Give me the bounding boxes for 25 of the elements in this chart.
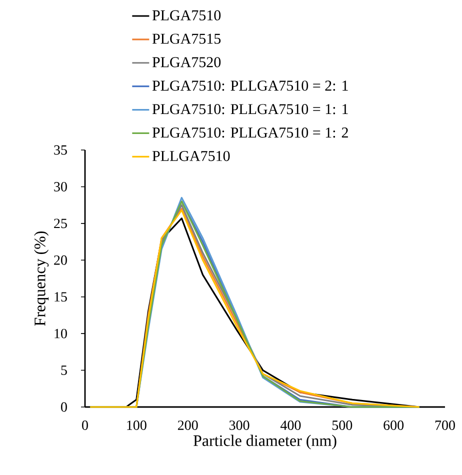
y-tick-label: 10 xyxy=(54,328,67,338)
y-axis-title: Frequency (%) xyxy=(34,231,49,326)
legend-label: PLGA7510 xyxy=(152,10,221,20)
y-tick-label: 35 xyxy=(54,145,67,155)
legend-label: PLGA7510: PLLGA7510 = 1: 1 xyxy=(152,104,348,114)
legend-label: PLGA7520 xyxy=(152,57,221,68)
x-tick-label: 600 xyxy=(384,420,404,430)
x-axis-title: Particle diameter (nm) xyxy=(194,434,336,450)
x-tick-label: 700 xyxy=(435,420,455,430)
y-tick-label: 30 xyxy=(54,182,67,192)
x-tick-label: 500 xyxy=(332,420,352,430)
y-tick-label: 25 xyxy=(54,218,67,228)
legend-label: PLGA7510: PLLGA7510 = 1: 2 xyxy=(152,128,348,138)
x-tick-label: 200 xyxy=(178,420,198,430)
x-tick-label: 300 xyxy=(229,420,250,430)
x-tick-label: 100 xyxy=(127,420,146,430)
y-tick-label: 0 xyxy=(61,402,67,412)
x-tick-label: 0 xyxy=(82,420,88,430)
legend-label: PLLGA7510 xyxy=(152,150,230,162)
y-tick-label: 20 xyxy=(54,255,67,265)
x-tick-label: 400 xyxy=(280,420,301,430)
y-tick-label: 15 xyxy=(54,292,67,302)
y-tick-label: 5 xyxy=(61,366,67,375)
legend-label: PLGA7515 xyxy=(152,34,221,44)
legend-label: PLGA7510: PLLGA7510 = 2: 1 xyxy=(152,80,348,91)
